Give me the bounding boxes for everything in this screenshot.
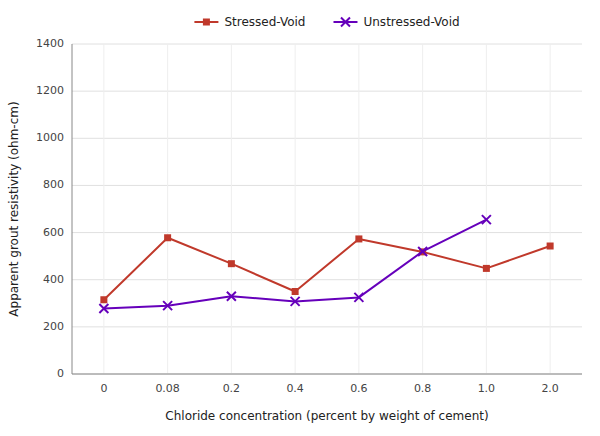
y-grid-line bbox=[72, 44, 582, 45]
x-grid-line bbox=[231, 44, 232, 374]
legend-label: Stressed-Void bbox=[224, 15, 305, 29]
chart-container: 0 200 400 600 800 1000 1200 1400 0 0.08 0.2 0.4 0.6 0… bbox=[0, 0, 600, 436]
x-grid-line bbox=[295, 44, 296, 374]
legend-marker bbox=[203, 19, 210, 26]
plot-area bbox=[99, 215, 553, 313]
y-grid-line bbox=[72, 279, 582, 280]
y-grid-line bbox=[72, 326, 582, 327]
legend-label: Unstressed-Void bbox=[363, 15, 459, 29]
x-grid-line bbox=[167, 44, 168, 374]
x-grid-line bbox=[550, 44, 551, 374]
y-grid-line bbox=[72, 232, 582, 233]
y-tick-label: 600 bbox=[43, 226, 64, 239]
y-tick-label: 200 bbox=[43, 320, 64, 333]
y-axis-label: Apparent grout resistivity (ohm-cm) bbox=[7, 101, 21, 316]
series-line bbox=[104, 220, 487, 309]
data-point bbox=[418, 247, 427, 256]
data-point bbox=[164, 234, 171, 241]
x-tick-label: 0.4 bbox=[286, 382, 304, 395]
y-tick-label: 1400 bbox=[36, 37, 64, 50]
y-grid-line bbox=[72, 374, 582, 375]
x-grid-line bbox=[358, 44, 359, 374]
y-grid-line bbox=[72, 138, 582, 139]
y-grid-line bbox=[72, 185, 582, 186]
data-point bbox=[482, 215, 491, 224]
series bbox=[99, 215, 491, 313]
data-point bbox=[99, 304, 108, 313]
x-axis-line bbox=[72, 374, 582, 375]
legend: Stressed-Void Unstressed-Void bbox=[194, 15, 459, 29]
data-point bbox=[228, 260, 235, 267]
data-point bbox=[163, 301, 172, 310]
data-point bbox=[292, 288, 299, 295]
y-tick-label: 1000 bbox=[36, 131, 64, 144]
data-point bbox=[100, 296, 107, 303]
x-grid-line bbox=[103, 44, 104, 374]
y-tick-label: 400 bbox=[43, 273, 64, 286]
chart-svg: 0 200 400 600 800 1000 1200 1400 0 0.08 0.2 0.4 0.6 0… bbox=[0, 0, 600, 436]
data-point bbox=[227, 292, 236, 301]
y-grid-line bbox=[72, 91, 582, 92]
data-point bbox=[355, 235, 362, 242]
axes: 0 200 400 600 800 1000 1200 1400 0 0.08 0.2 0.4 0.6 0… bbox=[36, 37, 582, 395]
page: {"chart_data": {"type": "line", "xlabel"… bbox=[0, 0, 600, 436]
x-grid-line bbox=[422, 44, 423, 374]
grid bbox=[72, 44, 582, 374]
x-tick-label: 0.08 bbox=[155, 382, 180, 395]
y-tick-label: 1200 bbox=[36, 84, 64, 97]
x-tick-label: 0 bbox=[100, 382, 107, 395]
x-tick-label: 1.0 bbox=[478, 382, 496, 395]
y-tick-label: 0 bbox=[57, 367, 64, 380]
legend-marker bbox=[341, 18, 350, 27]
legend-item: Unstressed-Void bbox=[333, 15, 459, 29]
x-grid-line bbox=[486, 44, 487, 374]
series bbox=[100, 234, 553, 303]
data-point bbox=[547, 243, 554, 250]
y-axis-line bbox=[72, 44, 73, 374]
x-tick-label: 0.8 bbox=[414, 382, 432, 395]
x-tick-label: 2.0 bbox=[541, 382, 559, 395]
x-tick-label: 0.2 bbox=[223, 382, 241, 395]
data-point bbox=[354, 293, 363, 302]
data-point bbox=[483, 265, 490, 272]
series-line bbox=[104, 238, 550, 300]
x-axis-label: Chloride concentration (percent by weigh… bbox=[165, 409, 488, 423]
y-tick-label: 800 bbox=[43, 178, 64, 191]
legend-item: Stressed-Void bbox=[194, 15, 305, 29]
x-tick-label: 0.6 bbox=[350, 382, 368, 395]
data-point bbox=[291, 297, 300, 306]
